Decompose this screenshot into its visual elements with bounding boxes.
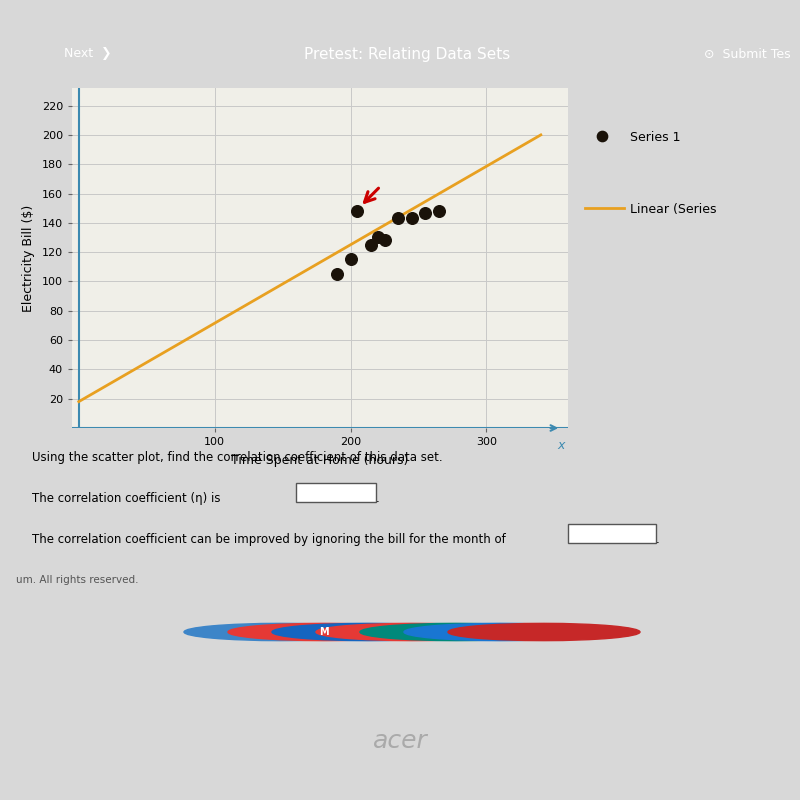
Point (419, 206, 432, 219)
FancyBboxPatch shape (296, 483, 376, 502)
FancyBboxPatch shape (568, 524, 656, 542)
Text: M: M (319, 627, 329, 637)
Circle shape (272, 623, 464, 641)
Text: The correlation coefficient (η) is: The correlation coefficient (η) is (32, 492, 221, 505)
Y-axis label: Electricity Bill ($): Electricity Bill ($) (22, 204, 34, 312)
Circle shape (228, 623, 420, 641)
Text: Linear (Series: Linear (Series (630, 203, 717, 216)
X-axis label: Time Spent at Home (hours): Time Spent at Home (hours) (231, 454, 409, 467)
Point (406, 212, 418, 225)
Point (378, 234, 391, 247)
Text: The correlation coefficient can be improved by ignoring the bill for the month o: The correlation coefficient can be impro… (32, 533, 506, 546)
Circle shape (316, 623, 508, 641)
Circle shape (448, 623, 640, 641)
Point (392, 212, 405, 225)
Text: .: . (376, 492, 380, 505)
Point (365, 238, 378, 251)
Circle shape (184, 623, 376, 641)
Text: Pretest: Relating Data Sets: Pretest: Relating Data Sets (304, 46, 510, 62)
Text: Series 1: Series 1 (630, 131, 681, 144)
Point (344, 253, 357, 266)
Circle shape (404, 623, 596, 641)
Text: Next  ❯: Next ❯ (64, 47, 112, 61)
Text: .: . (656, 533, 660, 546)
Point (433, 205, 446, 218)
Text: ⊙  Submit Tes: ⊙ Submit Tes (704, 47, 790, 61)
Point (595, 130, 608, 142)
Point (371, 231, 384, 244)
Point (351, 205, 364, 218)
Text: x: x (557, 438, 565, 451)
Text: acer: acer (373, 729, 427, 753)
Circle shape (360, 623, 552, 641)
Text: um. All rights reserved.: um. All rights reserved. (16, 575, 138, 585)
Text: Using the scatter plot, find the correlation coefficient of this data set.: Using the scatter plot, find the correla… (32, 451, 442, 464)
Point (330, 268, 343, 281)
